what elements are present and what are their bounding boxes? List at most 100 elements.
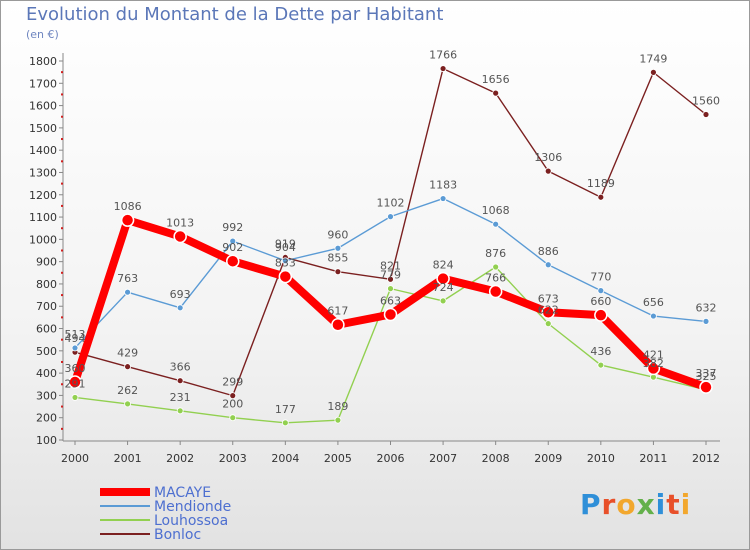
legend-label-macaye: MACAYE (154, 485, 211, 501)
data-point-bonloc (124, 363, 131, 371)
data-point-bonloc (387, 275, 394, 283)
data-label-bonloc: 299 (222, 376, 243, 389)
y-minor-tick (61, 360, 63, 363)
data-point-macaye (699, 380, 713, 394)
data-label-mendionde: 632 (696, 301, 717, 314)
data-label-mendionde: 513 (65, 328, 86, 341)
data-point-mendionde (229, 237, 237, 245)
data-point-mendionde (71, 344, 79, 352)
data-point-mendionde (334, 244, 342, 252)
data-point-bonloc (176, 377, 184, 385)
data-point-macaye (173, 229, 187, 244)
data-point-mendionde (492, 220, 500, 228)
data-label-louhossoa: 189 (327, 400, 348, 413)
data-label-louhossoa: 177 (275, 403, 296, 416)
chart-title: Evolution du Montant de la Dette par Hab… (26, 4, 444, 25)
y-tick-label: 1300 (29, 166, 57, 179)
x-tick-label: 2011 (639, 452, 667, 465)
x-tick-label: 2005 (324, 452, 352, 465)
data-label-macaye: 902 (222, 241, 243, 254)
data-label-macaye: 663 (380, 294, 401, 307)
y-tick-label: 600 (36, 323, 57, 336)
data-label-macaye: 833 (275, 257, 296, 270)
data-point-bonloc (229, 392, 237, 400)
data-point-mendionde (387, 213, 394, 221)
data-label-macaye: 421 (643, 348, 664, 361)
proxiti-logo: Proxiti (580, 488, 692, 521)
data-label-mendionde: 656 (643, 296, 664, 309)
y-minor-tick (61, 316, 63, 319)
y-minor-tick (61, 383, 63, 386)
data-label-macaye: 673 (538, 292, 559, 305)
data-label-louhossoa: 291 (65, 377, 86, 390)
data-point-louhossoa (71, 394, 79, 401)
x-tick-label: 2003 (219, 452, 247, 465)
y-tick-label: 100 (36, 434, 57, 447)
y-minor-tick (61, 160, 63, 163)
data-label-bonloc: 1656 (482, 73, 510, 86)
y-unit-label: (en €) (26, 28, 59, 41)
data-label-louhossoa: 325 (696, 370, 717, 383)
data-label-louhossoa: 876 (485, 247, 506, 260)
data-point-louhossoa (229, 414, 237, 422)
y-tick-label: 800 (36, 278, 57, 291)
data-point-bonloc (439, 65, 447, 72)
data-label-macaye: 617 (327, 305, 348, 318)
data-label-bonloc: 429 (117, 347, 138, 360)
data-point-louhossoa (597, 361, 605, 369)
data-point-bonloc (597, 193, 605, 201)
data-label-bonloc: 494 (65, 332, 86, 345)
data-label-mendionde: 992 (222, 221, 243, 234)
legend-label-mendionde: Mendionde (154, 499, 231, 515)
data-label-louhossoa: 436 (590, 345, 611, 358)
y-minor-tick (61, 405, 63, 408)
data-label-mendionde: 770 (590, 271, 611, 284)
data-point-louhossoa (387, 285, 394, 293)
data-point-mendionde (176, 304, 184, 312)
legend-label-louhossoa: Louhossoa (154, 513, 228, 529)
data-label-mendionde: 1068 (482, 204, 510, 217)
data-label-bonloc: 821 (380, 259, 401, 272)
x-tick-label: 2000 (61, 452, 89, 465)
data-point-louhossoa (439, 297, 447, 305)
data-label-louhossoa: 231 (170, 391, 191, 404)
data-point-macaye (331, 317, 345, 332)
data-label-mendionde: 886 (538, 245, 559, 258)
data-point-bonloc (544, 167, 552, 175)
y-minor-tick (61, 427, 63, 430)
y-minor-tick (61, 115, 63, 118)
data-label-louhossoa: 622 (538, 304, 559, 317)
y-minor-tick (61, 138, 63, 141)
data-label-bonloc: 1189 (587, 177, 615, 190)
x-tick-label: 2004 (271, 452, 299, 465)
data-label-louhossoa: 262 (117, 384, 138, 397)
y-tick-label: 1500 (29, 122, 57, 135)
x-tick-label: 2008 (482, 452, 510, 465)
data-label-mendionde: 763 (117, 272, 138, 285)
y-minor-tick (61, 294, 63, 297)
data-point-mendionde (281, 257, 289, 265)
data-label-mendionde: 904 (275, 241, 296, 254)
y-tick-label: 1800 (29, 55, 57, 68)
data-point-mendionde (124, 288, 131, 296)
x-tick-label: 2012 (692, 452, 720, 465)
y-tick-label: 1400 (29, 144, 57, 157)
y-minor-tick (61, 71, 63, 74)
y-tick-label: 1700 (29, 77, 57, 90)
y-tick-label: 400 (36, 367, 57, 380)
data-point-macaye (120, 213, 135, 227)
data-point-louhossoa (544, 320, 552, 328)
y-minor-tick (61, 227, 63, 230)
data-label-macaye: 360 (65, 362, 86, 375)
y-tick-label: 1000 (29, 233, 57, 246)
data-point-macaye (488, 284, 503, 299)
data-point-louhossoa (492, 263, 500, 271)
y-minor-tick (61, 249, 63, 252)
data-point-macaye (436, 271, 450, 286)
data-label-bonloc: 1749 (639, 52, 667, 65)
x-tick-label: 2002 (166, 452, 194, 465)
data-point-louhossoa (124, 400, 131, 408)
data-label-bonloc: 1306 (534, 151, 562, 164)
y-tick-label: 700 (36, 300, 57, 313)
